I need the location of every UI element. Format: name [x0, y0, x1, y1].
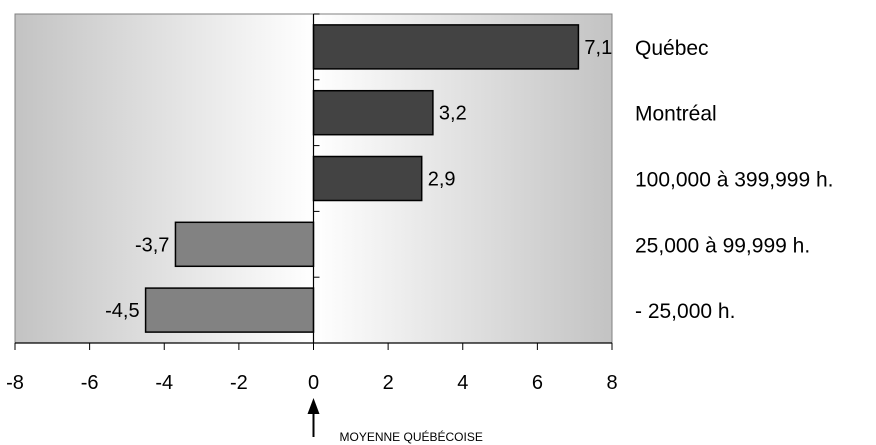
category-labels-layer: Québec Montréal 100,000 à 399,999 h. 25,000…	[635, 37, 834, 323]
category-label-5: - 25,000 h.	[635, 300, 735, 323]
average-annotation: MOYENNE QUÉBÉCOISE	[307, 398, 483, 444]
bar-1	[312, 24, 580, 70]
bars-layer	[144, 24, 580, 333]
bar-5	[144, 287, 315, 333]
x-tick-label-5: 2	[383, 372, 394, 394]
average-label: MOYENNE QUÉBÉCOISE	[340, 429, 483, 444]
bar-3	[312, 155, 423, 202]
value-label-5: -4,5	[105, 300, 139, 322]
value-label-2: 3,2	[439, 103, 467, 125]
x-tick-label-8: 8	[606, 372, 617, 394]
value-label-3: 2,9	[428, 169, 456, 191]
x-tick-label-7: 6	[532, 372, 543, 394]
up-arrow-icon	[307, 398, 320, 414]
x-tick-label-1: -6	[81, 372, 99, 394]
category-label-2: Montréal	[635, 103, 717, 126]
bar-2	[312, 89, 434, 136]
x-tick-label-3: -2	[230, 372, 248, 394]
category-label-3: 100,000 à 399,999 h.	[635, 169, 834, 192]
value-label-1: 7,1	[584, 37, 612, 59]
value-label-4: -3,7	[135, 234, 169, 256]
category-label-4: 25,000 à 99,999 h.	[635, 234, 810, 257]
x-tick-label-6: 4	[457, 372, 468, 394]
x-tick-label-4: 0	[308, 372, 319, 394]
category-label-1: Québec	[635, 37, 709, 60]
x-ticks-layer: -8 -6 -4 -2 0 2 4 6 8	[6, 343, 618, 394]
x-tick-label-2: -4	[155, 372, 173, 394]
bar-4	[174, 221, 315, 268]
value-labels-layer: 7,1 3,2 2,9 -3,7 -4,5	[105, 37, 612, 322]
x-tick-label-0: -8	[6, 372, 24, 394]
